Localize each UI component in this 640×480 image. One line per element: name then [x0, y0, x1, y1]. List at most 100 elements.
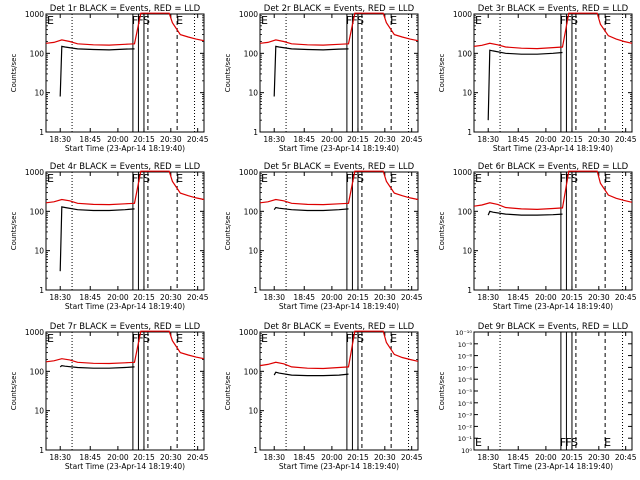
x-tick-label: 18:45 [293, 293, 315, 302]
event-marker-label: F [351, 332, 357, 345]
x-tick-label: 20:15 [561, 135, 583, 144]
event-marker-label: S [357, 14, 364, 27]
y-tick-label: 1 [39, 128, 44, 137]
series-events-line [59, 45, 135, 97]
y-tick-label: 100 [244, 207, 259, 216]
x-tick-label: 18:45 [293, 135, 315, 144]
series-lld-line [473, 170, 633, 211]
y-tick-label: 1 [253, 286, 258, 295]
y-tick-label: 10⁻⁷ [458, 364, 473, 372]
y-tick-label: 1000 [25, 328, 44, 337]
x-tick-label: 20:45 [187, 453, 209, 462]
y-tick-label: 1 [253, 128, 258, 137]
event-marker-label: F [137, 172, 143, 185]
series-events-line [273, 371, 349, 377]
plot-frame [45, 13, 205, 133]
x-tick-label: 20:15 [347, 135, 369, 144]
x-tick-label: 18:30 [477, 293, 499, 302]
event-marker-label: F [351, 172, 357, 185]
chart-panel-1: Det 1r BLACK = Events, RED = LLD 1 10 100 10… [10, 4, 209, 153]
chart-title: Det 2r BLACK = Events, RED = LLD [264, 4, 415, 14]
y-tick-label: 10⁻⁸ [458, 353, 473, 361]
event-marker-label: F [560, 172, 566, 185]
y-tick-label: 1000 [25, 168, 44, 177]
chart-panel-2: Det 2r BLACK = Events, RED = LLD 1 10 100 10… [224, 4, 423, 153]
y-axis-label: Counts/sec [438, 54, 446, 93]
y-tick-label: 10⁻² [458, 423, 473, 431]
event-marker-label: F [346, 332, 352, 345]
x-tick-label: 20:30 [588, 135, 610, 144]
event-marker-label: F [351, 14, 357, 27]
chart-title: Det 8r BLACK = Events, RED = LLD [264, 322, 415, 332]
x-tick-label: 20:30 [374, 135, 396, 144]
x-tick-label: 18:30 [263, 135, 285, 144]
y-tick-label: 100 [458, 207, 473, 216]
y-tick-label: 1000 [239, 10, 258, 19]
event-marker-label: E [47, 14, 54, 27]
x-tick-label: 18:45 [79, 453, 101, 462]
event-marker-label: S [571, 436, 578, 449]
y-tick-label: 10 [34, 407, 44, 416]
chart-title: Det 3r BLACK = Events, RED = LLD [478, 4, 629, 14]
event-marker-label: S [571, 14, 578, 27]
y-tick-label: 10 [462, 247, 472, 256]
x-tick-label: 18:30 [49, 293, 71, 302]
series-lld-line [259, 330, 419, 370]
event-marker-label: S [143, 332, 150, 345]
event-marker-label: E [604, 172, 611, 185]
x-tick-label: 20:45 [187, 293, 209, 302]
event-marker-label: F [565, 436, 571, 449]
plot-frame [45, 331, 205, 451]
event-marker-label: S [143, 14, 150, 27]
chart-title: Det 6r BLACK = Events, RED = LLD [478, 162, 629, 172]
x-axis-label: Start Time (23-Apr-14 18:19:40) [279, 462, 399, 471]
x-tick-label: 20:00 [321, 453, 343, 462]
y-tick-label: 100 [30, 207, 45, 216]
x-axis-label: Start Time (23-Apr-14 18:19:40) [279, 144, 399, 153]
series-events-line [273, 206, 349, 212]
x-tick-label: 20:00 [535, 453, 557, 462]
event-marker-label: S [571, 172, 578, 185]
y-tick-label: 100 [458, 49, 473, 58]
event-marker-label: F [346, 172, 352, 185]
x-tick-label: 18:30 [49, 453, 71, 462]
plot-frame [473, 331, 633, 451]
x-tick-label: 20:15 [133, 135, 155, 144]
x-tick-label: 20:00 [321, 293, 343, 302]
y-tick-label: 1000 [239, 168, 258, 177]
x-tick-label: 20:30 [160, 293, 182, 302]
x-tick-label: 20:45 [615, 135, 637, 144]
chart-panel-9: Det 9r BLACK = Events, RED = LLD 10⁰ 10⁻¹ 1… [438, 322, 637, 471]
event-marker-label: E [390, 172, 397, 185]
x-tick-label: 18:45 [507, 293, 529, 302]
event-marker-label: F [132, 14, 138, 27]
y-tick-label: 10 [248, 247, 258, 256]
x-tick-label: 20:45 [615, 293, 637, 302]
y-tick-label: 10⁻¹⁰ [455, 329, 472, 337]
y-tick-label: 10 [462, 89, 472, 98]
x-tick-label: 20:30 [588, 293, 610, 302]
x-tick-label: 20:30 [160, 453, 182, 462]
y-tick-label: 100 [244, 367, 259, 376]
x-tick-label: 18:30 [263, 453, 285, 462]
x-tick-label: 20:30 [588, 453, 610, 462]
chart-title: Det 5r BLACK = Events, RED = LLD [264, 162, 415, 172]
y-tick-label: 100 [30, 49, 45, 58]
chart-title: Det 1r BLACK = Events, RED = LLD [50, 4, 201, 14]
chart-panel-4: Det 4r BLACK = Events, RED = LLD 1 10 100 10… [10, 162, 209, 311]
event-marker-label: F [132, 172, 138, 185]
y-tick-label: 10⁻⁶ [458, 376, 473, 384]
event-marker-label: E [261, 14, 268, 27]
event-marker-label: E [475, 436, 482, 449]
x-tick-label: 20:15 [561, 293, 583, 302]
series-events-line [59, 206, 135, 272]
y-axis-label: Counts/sec [10, 54, 18, 93]
x-tick-label: 18:30 [49, 135, 71, 144]
y-tick-label: 1 [467, 286, 472, 295]
series-events-line [59, 364, 135, 369]
y-tick-label: 1000 [25, 10, 44, 19]
plot-frame [473, 13, 633, 133]
event-marker-label: E [261, 332, 268, 345]
y-tick-label: 1 [39, 286, 44, 295]
x-tick-label: 20:00 [321, 135, 343, 144]
